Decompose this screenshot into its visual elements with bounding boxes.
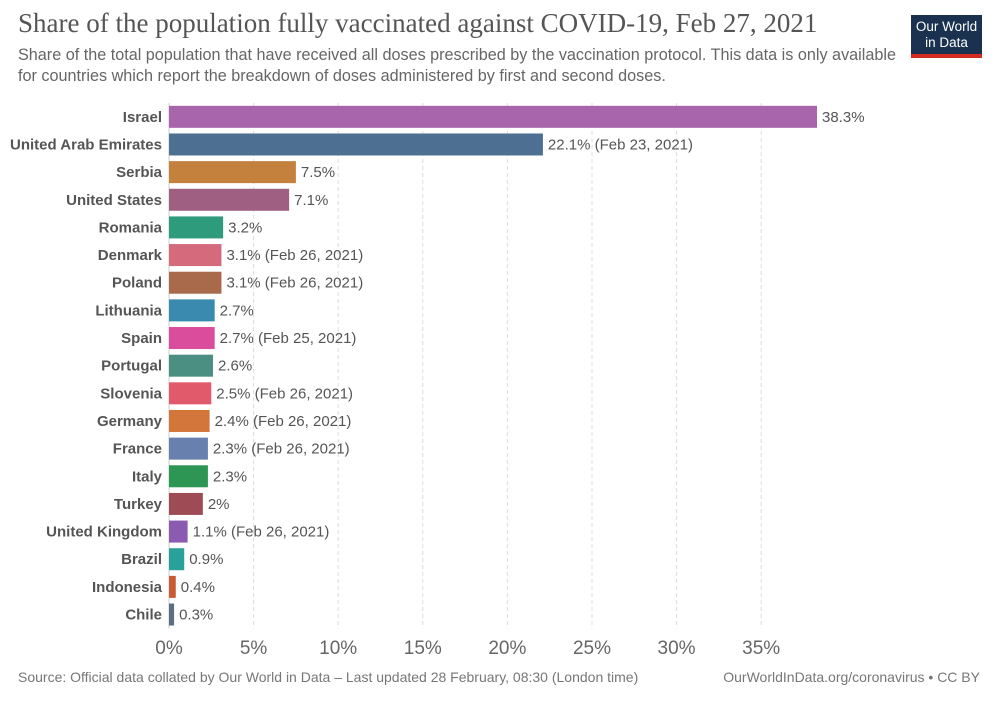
x-tick-label: 25% — [573, 638, 611, 659]
value-label: 7.5% — [301, 164, 335, 181]
source-note: Source: Official data collated by Our Wo… — [18, 669, 639, 685]
chart-subtitle: Share of the total population that have … — [18, 46, 896, 85]
bar[interactable] — [169, 327, 215, 350]
x-tick-label: 15% — [404, 638, 442, 659]
bar[interactable] — [169, 216, 224, 239]
value-label: 22.1% (Feb 23, 2021) — [548, 136, 693, 153]
bar[interactable] — [169, 133, 543, 156]
value-label: 0.9% — [189, 551, 223, 568]
chart-title: Share of the population fully vaccinated… — [18, 8, 818, 38]
category-label: United States — [66, 192, 162, 209]
value-label: 2.3% — [213, 468, 247, 485]
value-label: 3.2% — [228, 219, 262, 236]
bar[interactable] — [169, 575, 176, 598]
bar[interactable] — [169, 603, 175, 626]
category-label: Brazil — [121, 551, 162, 568]
category-label: Serbia — [116, 164, 163, 181]
value-label: 7.1% — [294, 192, 328, 209]
bar[interactable] — [169, 161, 296, 184]
value-label: 2% — [208, 496, 230, 513]
value-label: 2.3% (Feb 26, 2021) — [213, 441, 350, 458]
value-label: 2.7% — [220, 302, 254, 319]
category-label: Turkey — [114, 496, 163, 513]
value-label: 3.1% (Feb 26, 2021) — [226, 275, 363, 292]
value-label: 38.3% — [822, 109, 865, 126]
category-label: Spain — [121, 330, 162, 347]
x-tick-label: 10% — [319, 638, 357, 659]
value-label: 0.3% — [179, 607, 213, 624]
bar[interactable] — [169, 548, 185, 571]
logo-line-1: Our World — [915, 19, 978, 34]
bar[interactable] — [169, 244, 222, 267]
category-label: Romania — [99, 219, 163, 236]
category-label: Germany — [97, 413, 163, 430]
category-label: Portugal — [101, 358, 162, 375]
x-tick-label: 35% — [742, 638, 780, 659]
bar[interactable] — [169, 465, 208, 488]
bar[interactable] — [169, 299, 215, 322]
category-label: Indonesia — [92, 579, 163, 596]
bar[interactable] — [169, 382, 212, 405]
category-label: Denmark — [98, 247, 163, 264]
x-tick-label: 20% — [488, 638, 526, 659]
category-label: Italy — [132, 468, 163, 485]
owid-logo[interactable]: Our World in Data — [911, 15, 982, 58]
value-label: 1.1% (Feb 26, 2021) — [193, 524, 330, 541]
bar[interactable] — [169, 354, 213, 377]
category-label: United Kingdom — [46, 524, 162, 541]
value-label: 2.5% (Feb 26, 2021) — [216, 385, 353, 402]
category-label: Israel — [123, 109, 162, 126]
value-label: 0.4% — [181, 579, 215, 596]
bar[interactable] — [169, 105, 817, 128]
value-label: 3.1% (Feb 26, 2021) — [226, 247, 363, 264]
bar[interactable] — [169, 409, 210, 432]
category-label: United Arab Emirates — [10, 136, 162, 153]
value-label: 2.7% (Feb 25, 2021) — [220, 330, 357, 347]
bar[interactable] — [169, 271, 222, 294]
bar[interactable] — [169, 188, 290, 211]
bar[interactable] — [169, 492, 203, 515]
license-link[interactable]: OurWorldInData.org/coronavirus • CC BY — [723, 669, 980, 685]
bar[interactable] — [169, 520, 188, 543]
bar[interactable] — [169, 437, 208, 460]
x-tick-label: 5% — [240, 638, 268, 659]
category-label: France — [113, 441, 162, 458]
x-tick-label: 0% — [155, 638, 183, 659]
category-label: Chile — [125, 607, 162, 624]
logo-line-2: in Data — [925, 35, 968, 50]
category-label: Lithuania — [95, 302, 162, 319]
value-label: 2.4% (Feb 26, 2021) — [215, 413, 352, 430]
x-tick-label: 30% — [658, 638, 696, 659]
category-label: Poland — [112, 275, 162, 292]
value-label: 2.6% — [218, 358, 252, 375]
category-label: Slovenia — [100, 385, 162, 402]
